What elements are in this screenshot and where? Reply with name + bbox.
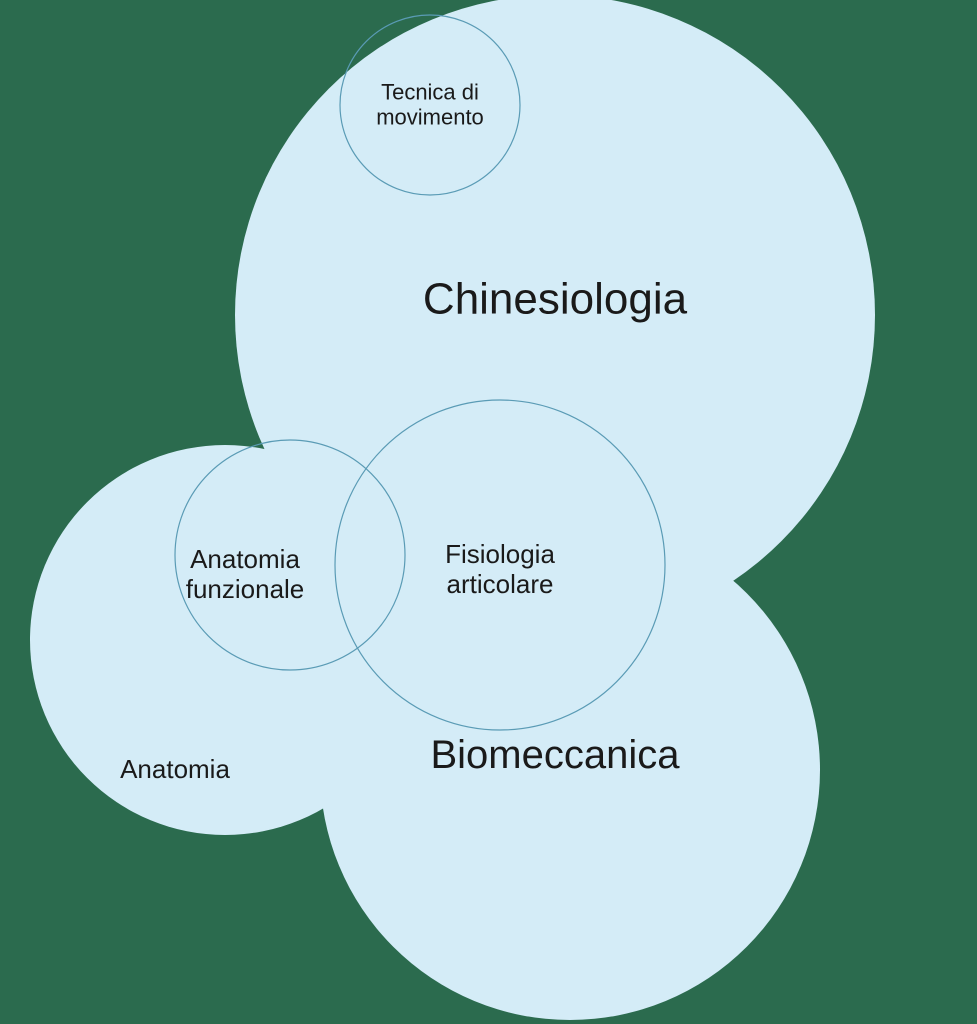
chinesiologia-label: Chinesiologia <box>423 275 687 326</box>
anatomia-funzionale-label: Anatomia funzionale <box>186 545 305 605</box>
anatomia-label: Anatomia <box>120 755 230 785</box>
tecnica-movimento-label: Tecnica di movimento <box>376 80 484 131</box>
biomeccanica-label: Biomeccanica <box>430 732 679 778</box>
venn-diagram-svg <box>0 0 977 1024</box>
fisiologia-articolare-label: Fisiologia articolare <box>445 540 555 600</box>
